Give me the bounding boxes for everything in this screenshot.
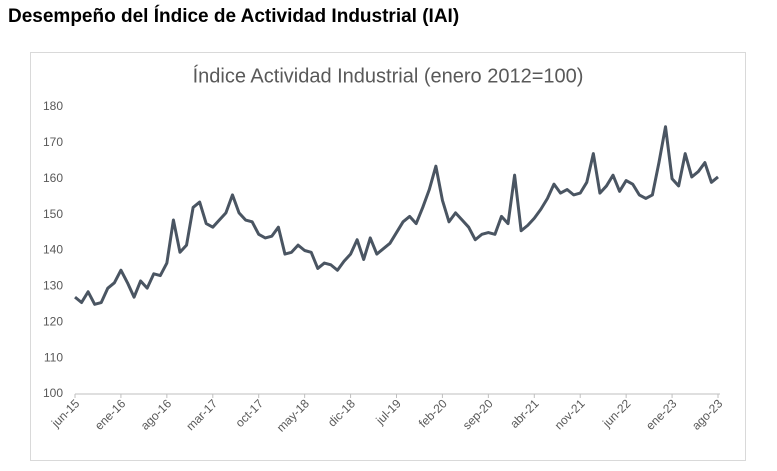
x-tick-label: jun-22	[599, 396, 633, 430]
y-tick-label: 160	[43, 171, 63, 185]
x-tick-label: may-18	[274, 396, 312, 434]
x-tick-label: jun-15	[48, 396, 82, 430]
y-tick-label: 180	[43, 99, 63, 113]
chart-title: Índice Actividad Industrial (enero 2012=…	[193, 64, 584, 87]
y-tick-label: 170	[43, 135, 63, 149]
y-tick-label: 150	[43, 207, 63, 221]
page-title: Desempeño del Índice de Actividad Indust…	[8, 6, 460, 27]
x-tick-label: mar-17	[183, 396, 220, 433]
y-tick-label: 110	[44, 350, 63, 364]
x-tick-label: sep-20	[460, 396, 496, 432]
y-tick-label: 130	[43, 279, 63, 293]
x-tick-label: ago-23	[689, 396, 726, 433]
y-tick-label: 120	[43, 314, 63, 328]
y-tick-label: 140	[43, 243, 63, 257]
x-tick-label: abr-21	[507, 396, 542, 431]
x-tick-label: ago-16	[138, 396, 175, 433]
line	[74, 125, 719, 306]
x-tick-label: feb-20	[416, 396, 450, 430]
x-tick-label: ene-16	[92, 396, 129, 433]
chart-frame	[30, 52, 746, 461]
x-tick-label: ene-23	[643, 396, 680, 433]
x-tick-label: dic-18	[325, 396, 358, 429]
x-tick-label: oct-17	[233, 396, 267, 430]
x-tick-label: nov-21	[552, 396, 588, 432]
x-tick-label: jul-19	[372, 396, 404, 428]
y-tick-label: 100	[43, 386, 63, 400]
